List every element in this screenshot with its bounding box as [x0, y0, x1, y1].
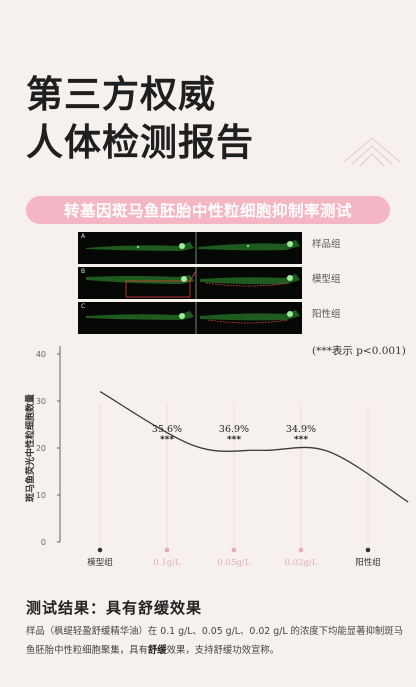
row-letter: C	[81, 303, 86, 310]
data-label-percent: 35.6%	[152, 424, 182, 435]
y-tick-label: 40	[36, 350, 46, 359]
data-label-significance: ***	[294, 435, 308, 445]
row-letter: B	[81, 268, 86, 275]
banner-text: 转基因斑马鱼胚胎中性粒细胞抑制率测试	[63, 202, 352, 220]
row-label-positive: 阳性组	[312, 309, 341, 320]
y-tick-label: 0	[41, 538, 46, 547]
result-desc-part1: 样品（枫缇轻盈舒缓精华油）在 0.1 g/L、0.05 g/L、0.02 g/L…	[26, 626, 404, 656]
row-label-model: 模型组	[312, 274, 341, 285]
test-banner: 转基因斑马鱼胚胎中性粒细胞抑制率测试	[26, 196, 390, 224]
data-label-significance: ***	[160, 435, 174, 445]
hero-title: 第三方权威 人体检测报告	[26, 70, 254, 166]
result-title: 测试结果：具有舒缓效果	[26, 599, 203, 617]
category-dot	[97, 547, 103, 553]
x-tick-label: 0.05g/L	[218, 558, 251, 568]
y-tick-label: 10	[36, 491, 46, 500]
result-desc-bold: 舒缓	[147, 645, 167, 656]
zebrafish-image-b: B	[78, 267, 302, 299]
x-tick-label: 阳性组	[355, 557, 381, 568]
significance-note: (***表示 p<0.001)	[312, 345, 406, 357]
zebrafish-image-a: A	[78, 232, 302, 264]
category-dot	[365, 547, 371, 553]
data-label-percent: 36.9%	[219, 424, 249, 435]
row-label-sample: 样品组	[312, 239, 341, 250]
decorative-roof-lines	[343, 137, 401, 167]
hero-title-line2: 人体检测报告	[26, 120, 254, 164]
result-description: 样品（枫缇轻盈舒缓精华油）在 0.1 g/L、0.05 g/L、0.02 g/L…	[26, 622, 406, 660]
series-curve	[99, 391, 409, 503]
category-dot	[298, 547, 304, 553]
zebrafish-image-panel: A B C	[78, 232, 302, 337]
x-tick-label: 模型组	[87, 557, 113, 568]
y-axis-title: 斑马鱼荧光中性粒细胞数量	[24, 394, 36, 502]
data-label-percent: 34.9%	[286, 424, 316, 435]
x-tick-label: 0.1g/L	[153, 558, 181, 568]
zebrafish-image-c: C	[78, 302, 302, 334]
category-dot	[164, 547, 170, 553]
x-tick-label: 0.02g/L	[285, 558, 318, 568]
data-label-significance: ***	[227, 435, 241, 445]
neutrophil-chart: 0 10 20 30 40 斑马鱼荧光中性粒细胞数量模型组 0.1g/L 0.05g/L 0.0…	[0, 338, 416, 578]
y-tick-label: 20	[36, 444, 46, 453]
row-letter: A	[81, 233, 86, 240]
result-desc-part2: 效果，支持舒缓功效宣称。	[166, 645, 280, 656]
zebrafish-row-labels: 样品组 模型组 阳性组	[312, 232, 402, 337]
y-tick-label: 30	[36, 397, 46, 406]
hero-title-line1: 第三方权威	[26, 72, 216, 116]
category-dot	[231, 547, 237, 553]
